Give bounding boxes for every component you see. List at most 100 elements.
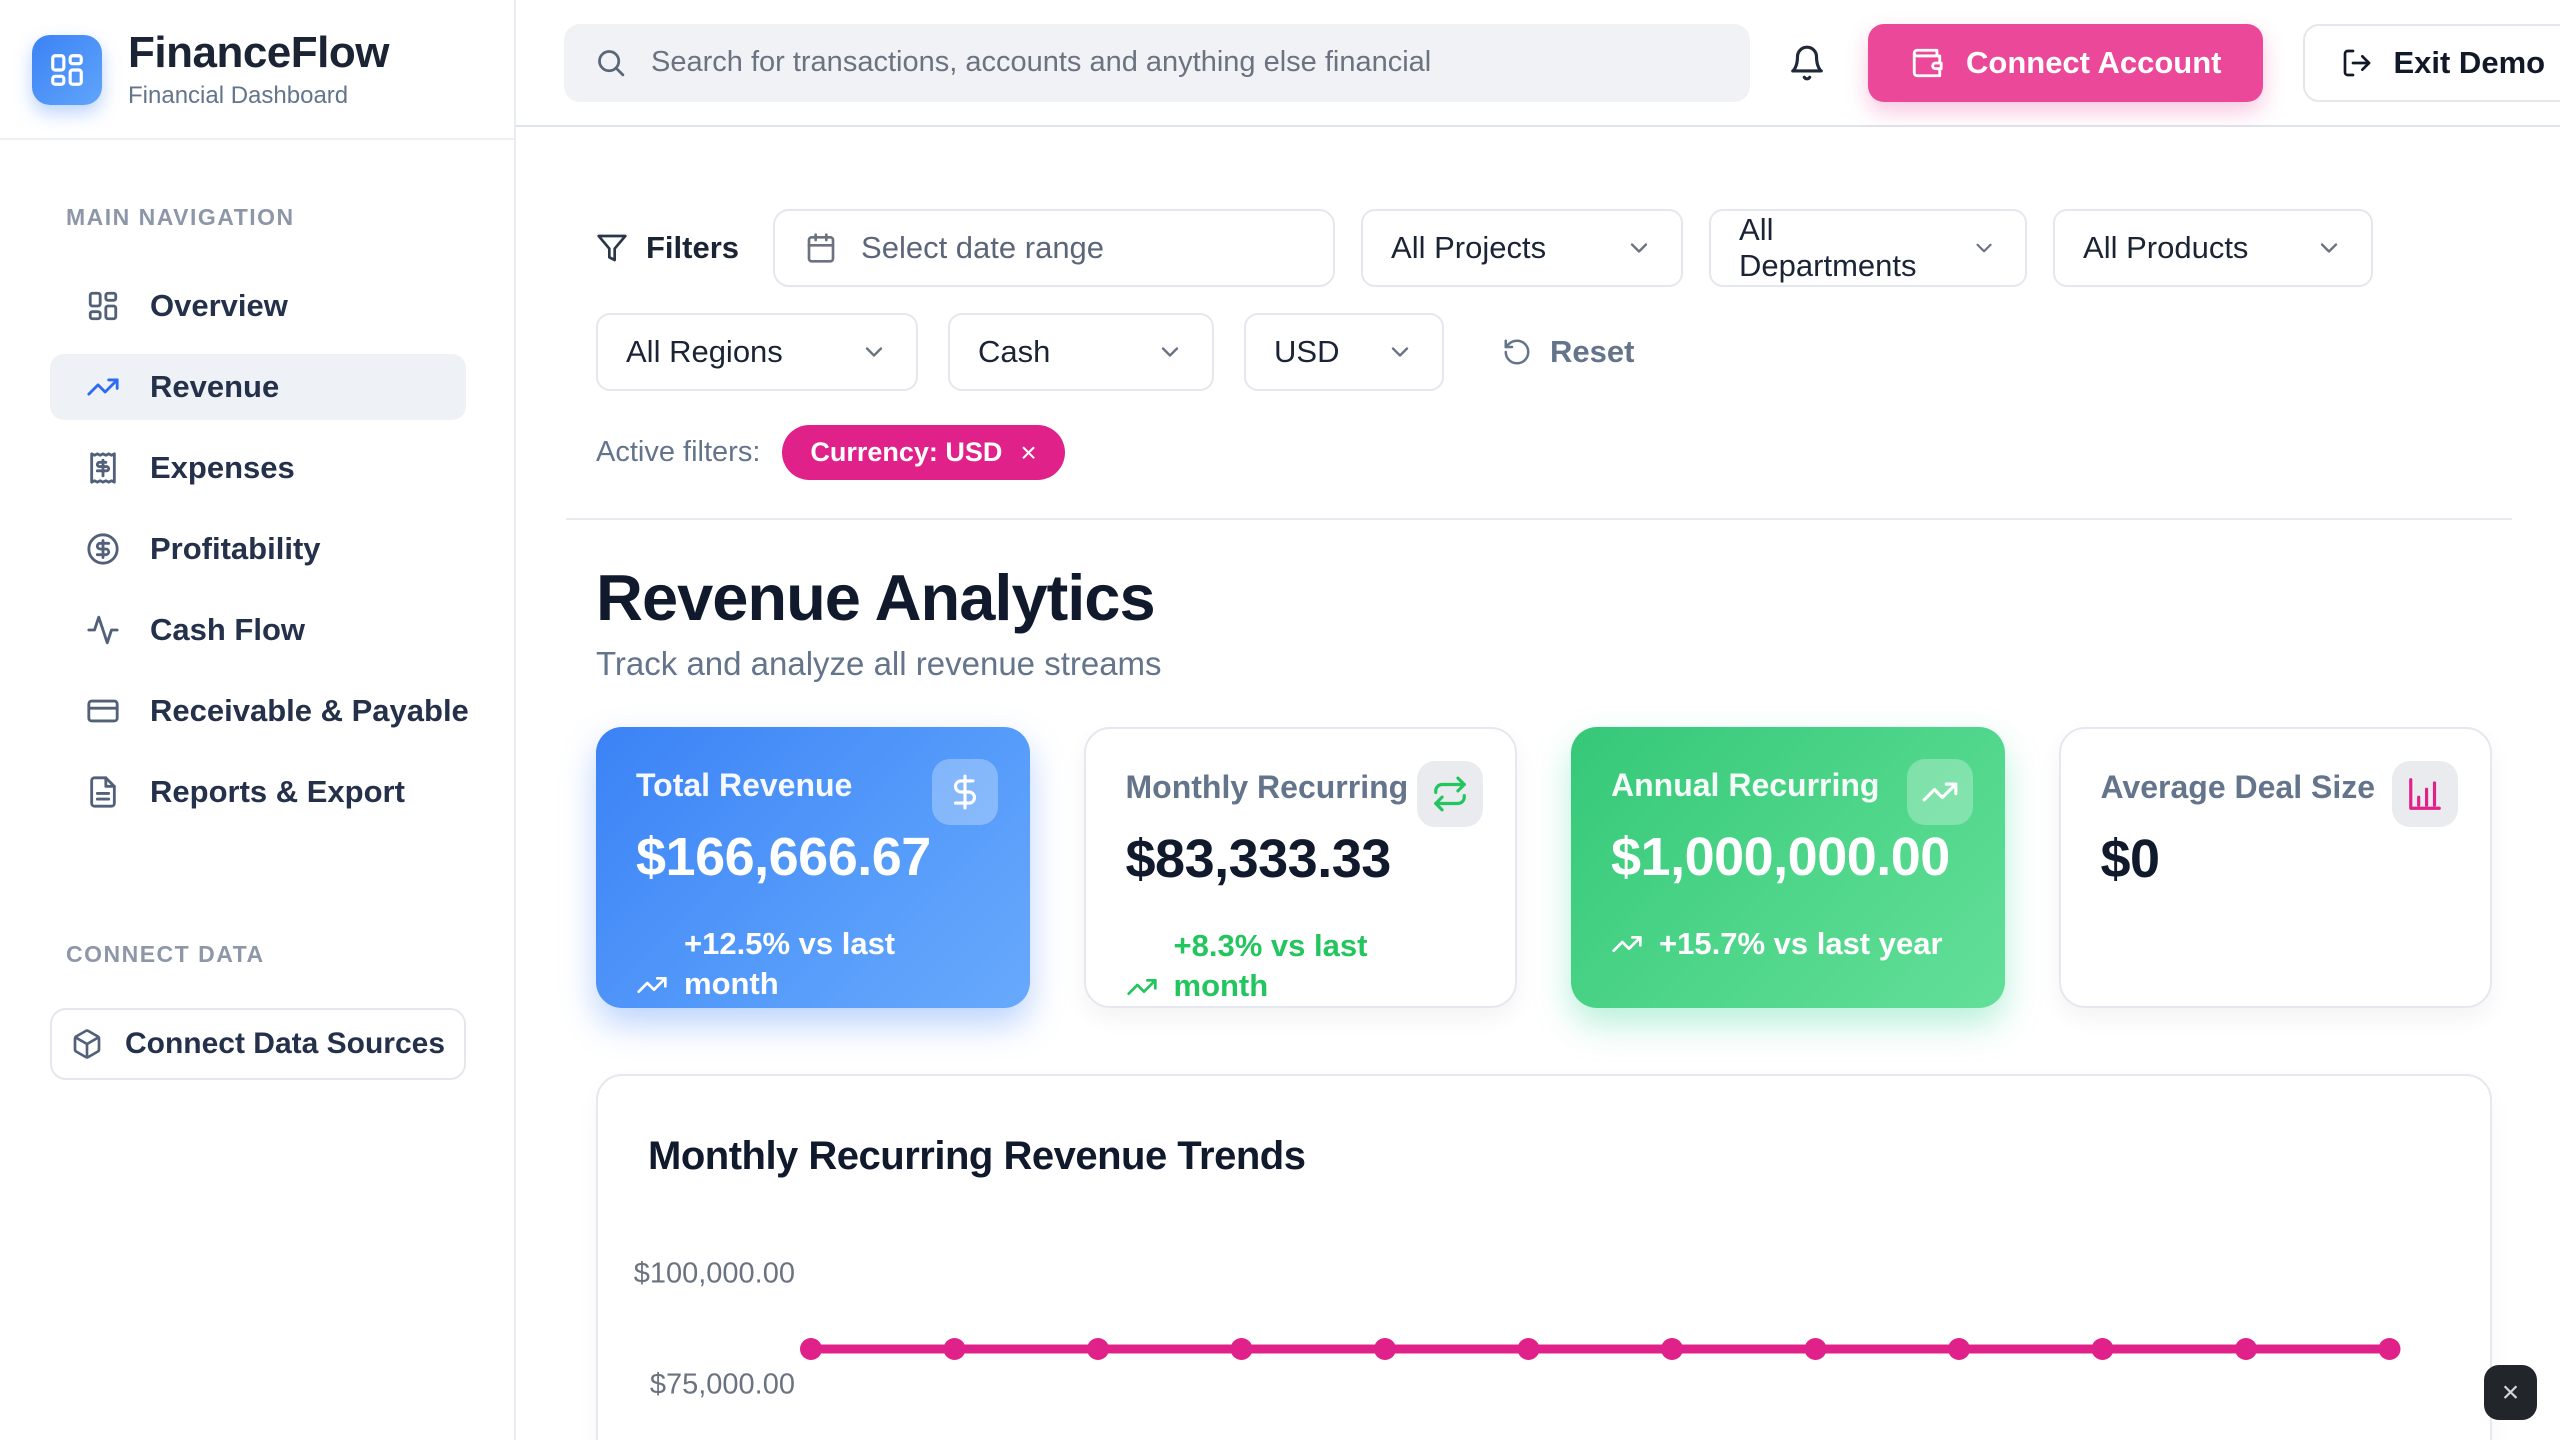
connect-data-sources-button[interactable]: Connect Data Sources [50,1008,466,1081]
kpi-value: $1,000,000.00 [1611,827,1950,887]
search-input[interactable] [651,46,1720,79]
kpi-card-total-revenue: Total Revenue $166,666.67 +12.5% vs last… [596,727,1030,1008]
kpi-value: $166,666.67 [636,827,931,887]
kpi-label: Monthly Recurring [1125,769,1409,805]
filter-icon [597,234,627,262]
chip-close-icon[interactable]: × [1020,436,1037,468]
overlay-close-button[interactable]: × [2484,1365,2537,1420]
repeat-icon [1417,761,1483,827]
circle-dollar-icon [87,533,119,565]
logo-text: FinanceFlow Financial Dashboard [128,28,389,110]
sidebar-item-label: Profitability [150,531,321,567]
dollar-sign-icon [931,759,998,825]
filters-divider [566,518,2512,520]
payment-type-select[interactable]: Cash [948,313,1214,391]
main-nav: Overview Revenue Expenses Profitability … [50,273,490,825]
sidebar-item-label: Reports & Export [150,774,405,810]
kpi-card-average-deal-size: Average Deal Size $0 [2058,727,2492,1008]
connect-data-heading: CONNECT DATA [66,941,265,968]
departments-select[interactable]: All Departments [1709,209,2028,287]
chevron-down-icon [1630,243,1648,253]
exit-demo-button[interactable]: Exit Demo [2303,23,2560,102]
sidebar-item-receivable-payable[interactable]: Receivable & Payable [50,678,469,744]
app-title: FinanceFlow [128,28,389,77]
date-range-placeholder: Select date range [861,230,1105,265]
chart-title: Monthly Recurring Revenue Trends [648,1134,1306,1178]
top-bar: Connect Account Exit Demo [516,0,2560,127]
mrr-trend-svg: $100,000.00$75,000.00$50,000.00 [634,1258,2401,1401]
chevron-down-icon [1161,347,1179,357]
global-search[interactable] [564,23,1750,102]
date-range-input[interactable]: Select date range [773,209,1336,287]
kpi-label: Total Revenue [636,767,853,803]
trending-up-icon [87,378,119,396]
connect-account-button[interactable]: Connect Account [1868,23,2264,102]
mrr-trend-chart-card: Monthly Recurring Revenue Trends $100,00… [596,1074,2492,1440]
bell-icon [1791,45,1823,80]
search-icon [598,50,625,77]
connect-account-label: Connect Account [1966,44,2222,80]
activity-icon [87,616,119,645]
credit-card-icon [87,699,119,723]
projects-select[interactable]: All Projects [1361,209,1684,287]
wallet-icon [1912,48,1943,77]
sidebar-item-revenue[interactable]: Revenue [50,354,466,421]
sidebar-item-label: Revenue [150,369,280,405]
sidebar-item-label: Overview [150,288,288,324]
sidebar-item-profitability[interactable]: Profitability [50,516,466,582]
sidebar-item-overview[interactable]: Overview [50,273,466,339]
close-icon: × [2501,1375,2520,1409]
kpi-label: Annual Recurring [1611,767,1880,803]
chevron-down-icon [865,347,883,357]
kpi-value: $0 [2100,829,2161,889]
kpi-card-monthly-recurring: Monthly Recurring $83,333.33 +8.3% vs la… [1083,727,1517,1008]
kpi-cards: Total Revenue $166,666.67 +12.5% vs last… [596,727,2492,1008]
log-out-icon [2344,49,2371,76]
trending-up-icon [1612,936,1642,953]
file-text-icon [90,776,116,808]
trending-up-icon [1906,759,1973,825]
filters-label: Filters [596,230,739,266]
sidebar: FinanceFlow Financial Dashboard MAIN NAV… [0,0,516,1440]
active-filter-chip-currency[interactable]: Currency: USD × [782,425,1065,480]
kpi-delta: +15.7% vs last year [1611,924,1965,964]
kpi-card-annual-recurring: Annual Recurring $1,000,000.00 +15.7% vs… [1571,727,2005,1008]
kpi-value: $83,333.33 [1125,829,1392,889]
package-icon [73,1029,101,1059]
layout-dashboard-icon [88,292,118,321]
sidebar-item-cash-flow[interactable]: Cash Flow [50,597,466,663]
notifications-button[interactable] [1788,44,1826,82]
trending-up-icon [1126,978,1157,995]
kpi-label: Average Deal Size [2100,769,2376,805]
sidebar-item-label: Cash Flow [150,612,306,648]
main-nav-heading: MAIN NAVIGATION [66,204,295,231]
reset-filters-button[interactable]: Reset [1502,334,1634,370]
calendar-icon [807,233,835,263]
trending-up-icon [637,976,667,993]
app-tagline: Financial Dashboard [128,82,349,110]
sidebar-item-label: Expenses [150,450,295,486]
filters-row-1: Filters Select date range All Projects A… [596,209,2492,287]
currency-select[interactable]: USD [1244,313,1444,391]
chevron-down-icon [2320,243,2338,253]
sidebar-item-expenses[interactable]: Expenses [50,435,466,501]
svg-text:$100,000.00: $100,000.00 [634,1258,795,1290]
logo-icon [32,35,102,106]
page-title: Revenue Analytics [596,561,1156,634]
bar-chart-icon [2392,761,2458,827]
page-subtitle: Track and analyze all revenue streams [596,645,1162,682]
svg-text:$75,000.00: $75,000.00 [650,1369,795,1401]
receipt-icon [90,452,116,484]
exit-demo-label: Exit Demo [2393,44,2546,80]
active-filters-label: Active filters: [596,436,761,468]
sidebar-item-reports-export[interactable]: Reports & Export [50,759,466,825]
products-select[interactable]: All Products [2053,209,2374,287]
kpi-delta: +8.3% vs last month [1126,926,1476,1007]
active-filters-row: Active filters: Currency: USD × [596,425,2492,480]
main-content: Filters Select date range All Projects A… [516,127,2560,1440]
app-logo: FinanceFlow Financial Dashboard [0,0,514,141]
regions-select[interactable]: All Regions [596,313,918,391]
rotate-ccw-icon [1504,339,1530,365]
chevron-down-icon [1391,347,1409,357]
